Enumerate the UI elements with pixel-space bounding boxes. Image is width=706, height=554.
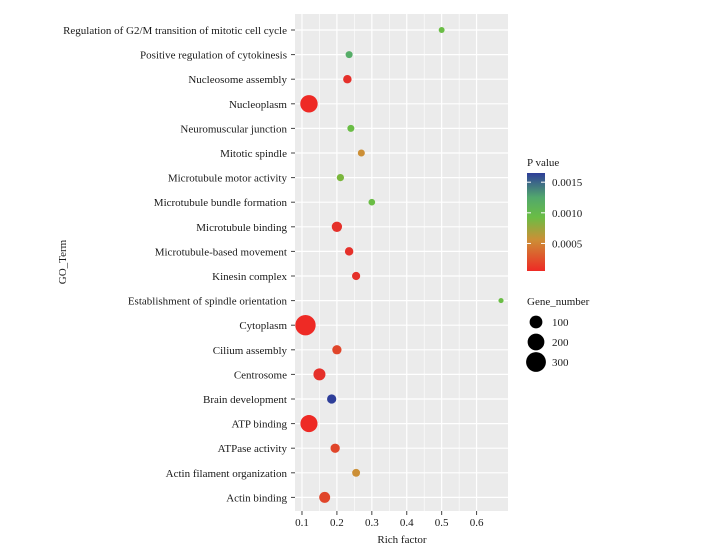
data-point: [300, 95, 318, 113]
color-legend: P value 0.0015 0.0010 0.0005: [527, 157, 583, 271]
size-legend-circle: [526, 352, 546, 372]
size-legend-label: 100: [552, 317, 569, 329]
y-tick-label: Brain development: [203, 394, 287, 406]
y-tick-label: ATPase activity: [218, 443, 288, 455]
y-tick-label: Mitotic spindle: [220, 148, 287, 160]
color-legend-label: 0.0015: [552, 177, 583, 189]
data-point: [295, 315, 316, 336]
y-tick-label: Kinesin complex: [212, 271, 287, 283]
data-point: [343, 74, 352, 84]
data-point: [368, 198, 376, 206]
y-tick-label: Actin binding: [226, 492, 287, 504]
data-point: [319, 491, 331, 503]
color-legend-title: P value: [527, 157, 559, 169]
data-point: [438, 27, 445, 33]
size-legend-circle: [527, 333, 545, 351]
color-legend-ticks: 0.0015 0.0010 0.0005: [527, 177, 583, 250]
x-tick-label: 0.4: [400, 517, 414, 529]
data-point: [313, 368, 326, 381]
grid-lines: [295, 14, 508, 511]
data-point: [336, 173, 345, 182]
y-tick-label: Regulation of G2/M transition of mitotic…: [63, 25, 287, 37]
y-tick-label: Actin filament organization: [166, 468, 288, 480]
y-tick-label: Microtubule-based movement: [155, 246, 287, 258]
y-tick-label: Microtubule binding: [196, 222, 287, 234]
y-tick-label: Microtubule motor activity: [168, 173, 288, 185]
y-tick-label: ATP binding: [231, 419, 287, 431]
y-tick-label: Neuromuscular junction: [180, 123, 287, 135]
data-points: [295, 27, 504, 503]
x-tick-label: 0.1: [295, 517, 309, 529]
x-tick-label: 0.2: [330, 517, 344, 529]
color-legend-bar: [527, 173, 545, 271]
y-axis-title: GO_Term: [57, 239, 69, 284]
color-legend-label: 0.0005: [552, 238, 583, 250]
y-tick-label: Centrosome: [234, 369, 287, 381]
size-legend-circle: [529, 315, 543, 329]
data-point: [344, 247, 354, 256]
y-tick-label: Cilium assembly: [213, 345, 288, 357]
x-tick-label: 0.5: [435, 517, 449, 529]
x-tick-label: 0.6: [470, 517, 484, 529]
size-legend-label: 200: [552, 337, 569, 349]
y-tick-label: Establishment of spindle orientation: [128, 296, 288, 308]
y-tick-label: Nucleosome assembly: [188, 74, 287, 86]
data-point: [332, 345, 342, 355]
y-tick-label: Positive regulation of cytokinesis: [140, 50, 287, 62]
x-axis: 0.1 0.2 0.3 0.4 0.5 0.6: [295, 511, 484, 529]
y-axis: Regulation of G2/M transition of mitotic…: [63, 25, 295, 504]
color-legend-label: 0.0010: [552, 208, 583, 220]
data-point: [345, 51, 353, 59]
size-legend: Gene_number 100 200 300: [526, 296, 590, 372]
data-point: [331, 221, 343, 232]
data-point: [330, 443, 340, 453]
y-tick-label: Cytoplasm: [239, 320, 287, 332]
data-point: [357, 149, 365, 157]
x-axis-title: Rich factor: [377, 534, 427, 546]
data-point: [300, 415, 318, 433]
size-legend-items: 100 200 300: [526, 315, 569, 372]
size-legend-label: 300: [552, 357, 569, 369]
plot-panel: [295, 14, 508, 511]
size-legend-title: Gene_number: [527, 296, 590, 308]
y-tick-label: Nucleoplasm: [229, 99, 287, 111]
data-point: [352, 468, 361, 477]
data-point: [347, 124, 355, 132]
data-point: [498, 298, 504, 304]
y-tick-label: Microtubule bundle formation: [154, 197, 288, 209]
data-point: [327, 394, 337, 404]
x-tick-label: 0.3: [365, 517, 379, 529]
data-point: [352, 271, 361, 281]
